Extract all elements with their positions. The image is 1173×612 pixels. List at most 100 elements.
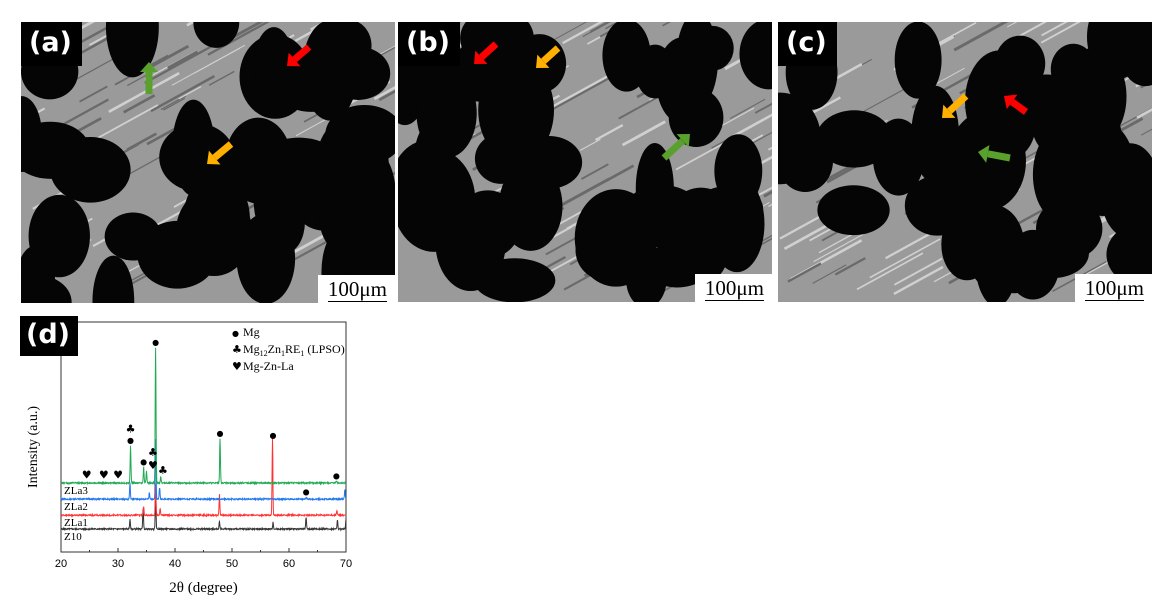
peak-marker: ● bbox=[333, 471, 340, 480]
lamellar-streak bbox=[579, 138, 601, 151]
peak-marker: ● bbox=[217, 429, 224, 438]
dendrite-region bbox=[398, 148, 476, 252]
dendrite-region bbox=[575, 219, 639, 282]
peak-marker: ● bbox=[303, 488, 310, 497]
legend-symbol: ♥ bbox=[232, 360, 242, 373]
dendrite-region bbox=[635, 44, 675, 99]
lamellar-streak bbox=[580, 163, 609, 180]
legend-entry: Mg12Zn1RE1 (LPSO) bbox=[243, 342, 345, 358]
lamellar-streak bbox=[869, 238, 941, 279]
dendrite-region bbox=[894, 22, 942, 99]
dendrite-region bbox=[21, 274, 72, 303]
legend: ● Mg♣ Mg12Zn1RE1 (LPSO)♥ Mg-Zn-La bbox=[232, 325, 345, 373]
series-line-z10 bbox=[60, 497, 347, 532]
lamellar-streak bbox=[160, 95, 187, 111]
dendrite-region bbox=[816, 110, 893, 168]
lamellar-streak bbox=[108, 71, 180, 113]
green-arrow-icon bbox=[140, 62, 158, 94]
x-axis-label: 2θ (degree) bbox=[169, 580, 237, 596]
lamellar-streak bbox=[150, 75, 216, 113]
lamellar-streak bbox=[605, 22, 620, 30]
dendrite-region bbox=[172, 99, 215, 196]
dendrite-region bbox=[498, 161, 563, 251]
peak-marker: ● bbox=[127, 436, 134, 445]
series-label: Z10 bbox=[64, 531, 82, 543]
micrograph-image bbox=[778, 22, 1152, 302]
legend-entry: Mg bbox=[243, 325, 260, 339]
series-line-zla1 bbox=[60, 438, 347, 518]
orange-arrow-icon bbox=[536, 45, 561, 68]
lamellar-streak bbox=[207, 22, 270, 56]
dendrite-region bbox=[265, 190, 305, 254]
orange-arrow-icon bbox=[942, 93, 969, 118]
peak-marker: ♣ bbox=[126, 423, 136, 436]
dendrite-region bbox=[1030, 79, 1103, 161]
panel-label: (c) bbox=[778, 22, 837, 66]
series-label: ZLa2 bbox=[64, 501, 88, 513]
lamellar-streak bbox=[953, 22, 1009, 52]
peak-marker: ♥ bbox=[113, 468, 123, 481]
peak-marker: ● bbox=[152, 338, 159, 347]
legend-symbol: ● bbox=[232, 329, 239, 338]
x-tick-label: 60 bbox=[283, 558, 295, 570]
lamellar-streak bbox=[545, 236, 578, 256]
micrograph-c: (c) 100μm bbox=[778, 22, 1152, 302]
dendrite-region bbox=[817, 185, 890, 236]
x-tick-label: 40 bbox=[169, 558, 181, 570]
lamellar-streak bbox=[893, 265, 944, 295]
lamellar-streak bbox=[373, 86, 395, 101]
dendrite-region bbox=[1108, 172, 1152, 237]
lamellar-streak bbox=[893, 257, 943, 286]
lamellar-streak bbox=[605, 164, 635, 182]
lamellar-streak bbox=[758, 237, 772, 247]
scale-bar: 100μm bbox=[317, 275, 395, 303]
dendrite-region bbox=[104, 212, 162, 261]
dendrite-region bbox=[626, 250, 667, 302]
peak-marker: ● bbox=[140, 458, 147, 467]
dendrite-region bbox=[1106, 222, 1152, 288]
micrograph-image bbox=[398, 22, 772, 302]
green-arrow-icon bbox=[661, 134, 690, 161]
dendrite-region bbox=[319, 181, 372, 254]
dendrite-region bbox=[676, 22, 719, 107]
panel-label: (a) bbox=[21, 22, 82, 66]
lamellar-streak bbox=[662, 22, 672, 27]
lamellar-streak bbox=[728, 113, 772, 140]
lamellar-streak bbox=[589, 22, 611, 33]
lamellar-streak bbox=[1040, 22, 1081, 44]
legend-entry: Mg-Zn-La bbox=[243, 359, 294, 373]
series-line-zla3 bbox=[60, 347, 347, 486]
scale-bar-text: 100μm bbox=[327, 277, 387, 302]
lamellar-streak bbox=[171, 44, 246, 86]
lamellar-streak bbox=[167, 50, 198, 70]
lamellar-streak bbox=[79, 85, 108, 103]
lamellar-streak bbox=[729, 98, 766, 119]
x-tick-label: 70 bbox=[340, 558, 352, 570]
x-tick-label: 20 bbox=[55, 558, 67, 570]
dendrite-region bbox=[1119, 22, 1152, 87]
lamellar-streak bbox=[856, 252, 924, 291]
lamellar-streak bbox=[675, 140, 729, 171]
series-label: ZLa1 bbox=[64, 517, 88, 529]
x-tick-label: 30 bbox=[112, 558, 124, 570]
lamellar-streak bbox=[621, 120, 666, 147]
dendrite-region bbox=[325, 104, 395, 165]
lamellar-streak bbox=[834, 257, 866, 276]
red-arrow-icon bbox=[1004, 94, 1029, 115]
dendrite-region bbox=[670, 208, 730, 285]
dendrite-region bbox=[21, 121, 90, 179]
series-line-zla2 bbox=[60, 438, 347, 502]
red-arrow-icon bbox=[287, 44, 312, 67]
dendrite-region bbox=[183, 173, 250, 264]
series-label: ZLa3 bbox=[64, 485, 88, 497]
y-axis-label: Intensity (a.u.) bbox=[26, 406, 41, 488]
scale-bar-text: 100μm bbox=[1084, 276, 1144, 301]
legend-symbol: ♣ bbox=[232, 343, 242, 356]
peak-marker: ♣ bbox=[158, 464, 168, 477]
lamellar-streak bbox=[743, 131, 772, 149]
lamellar-streak bbox=[812, 264, 847, 284]
dendrite-region bbox=[739, 22, 772, 90]
dendrite-region bbox=[28, 194, 90, 278]
micrograph-a: (a) 100μm bbox=[21, 22, 395, 303]
lamellar-streak bbox=[594, 124, 624, 142]
